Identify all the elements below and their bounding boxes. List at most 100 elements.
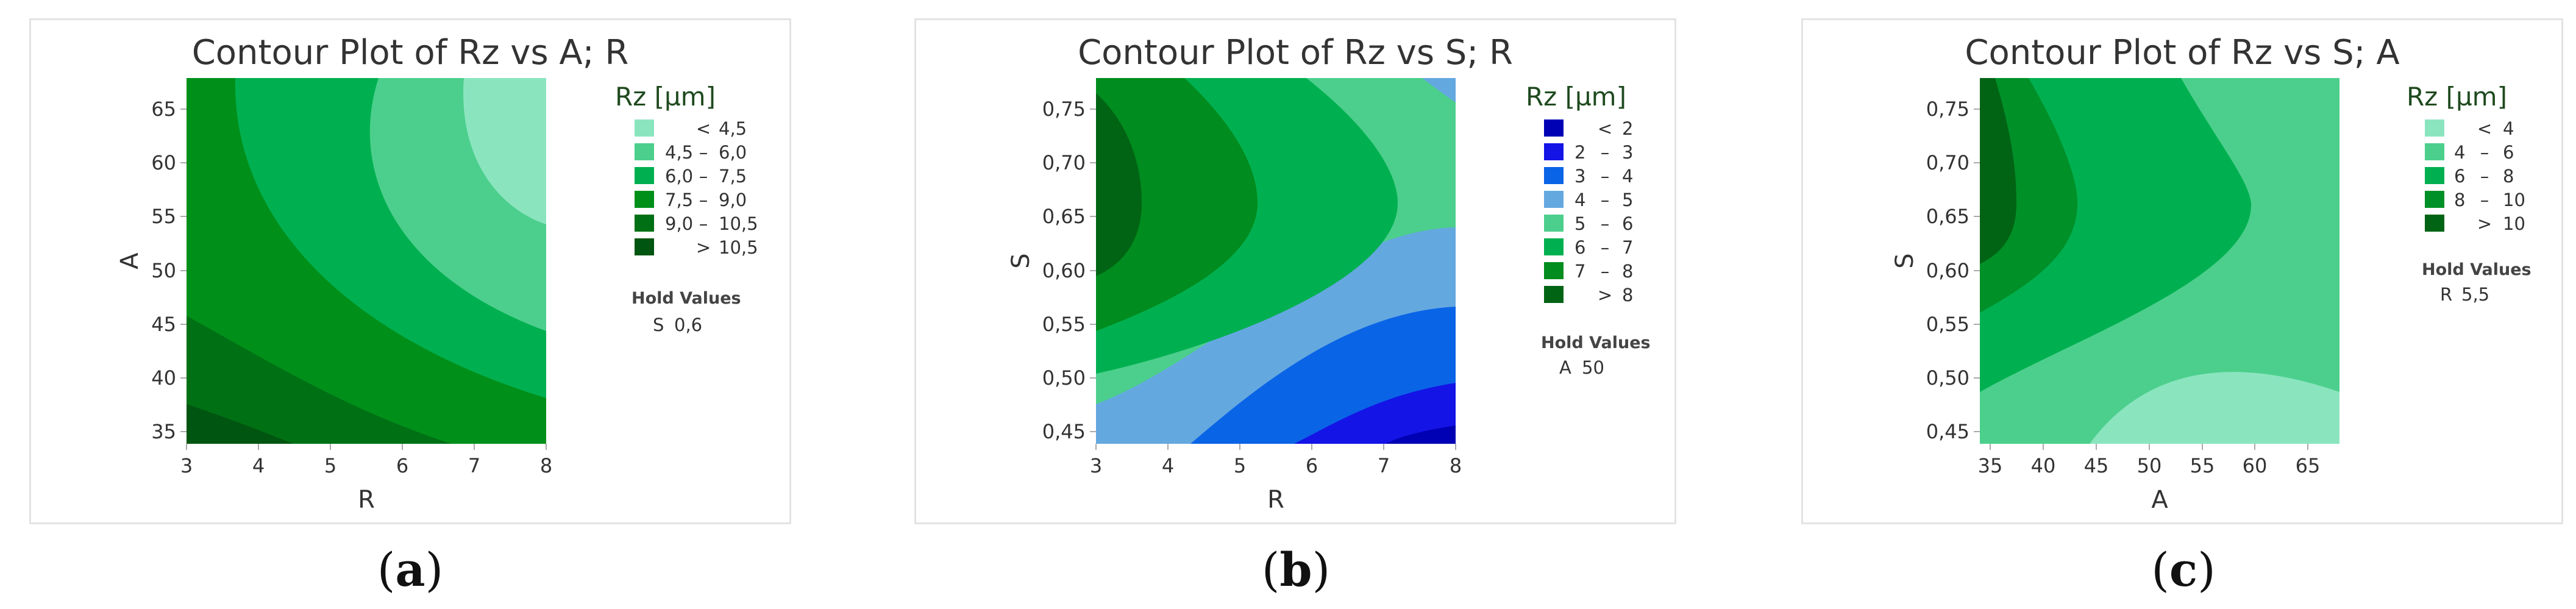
y-tick-label: 0,55 — [1926, 313, 1969, 336]
caption-a: (a) — [377, 543, 444, 597]
x-tick-label: 6 — [396, 454, 408, 477]
contour-region-9-0-10-5 — [187, 316, 452, 444]
hold-variable: A — [1559, 357, 1571, 378]
contour-region-gt-10 — [1980, 78, 2016, 264]
legend: Rz [µm] < 2 2 – 3 3 – 4 4 – 5 5 – 6 6 – … — [1526, 82, 1633, 305]
y-tick-label: 0,55 — [1042, 313, 1086, 336]
legend-title: Rz [µm] — [1526, 82, 1626, 112]
x-tick-label: 45 — [2084, 454, 2109, 477]
caption-letter: b — [1279, 543, 1312, 597]
chart-title: Contour Plot of Rz vs S; R — [1078, 33, 1513, 73]
legend-swatch — [635, 191, 654, 208]
x-tick-label: 50 — [2137, 454, 2162, 477]
legend-hi: 7 — [1622, 237, 1633, 258]
legend-lo: 7 — [1574, 261, 1585, 282]
x-axis-label: R — [1267, 486, 1284, 514]
y-tick-label: 0,60 — [1926, 259, 1969, 282]
legend-op: < — [1598, 118, 1612, 139]
legend-lo: 6 — [2454, 166, 2465, 187]
y-tick-label: 0,70 — [1926, 151, 1969, 174]
legend-swatch — [2425, 215, 2444, 232]
caption-letter: a — [395, 543, 425, 597]
legend-swatch — [1544, 143, 1564, 160]
plot-area — [1980, 78, 2339, 444]
contour-region-7-8 — [1096, 78, 1258, 331]
y-axis: 35 40 45 50 55 60 65 A — [116, 98, 187, 443]
legend-hi: 10,5 — [719, 213, 758, 234]
legend: Rz [µm] < 4 4 – 6 6 – 8 8 – 10 > 10 — [2407, 82, 2525, 234]
legend-op: – — [699, 142, 708, 163]
legend-swatch — [2425, 167, 2444, 184]
legend-swatch — [1544, 215, 1564, 232]
x-tick-label: 5 — [324, 454, 336, 477]
y-tick-label: 45 — [151, 313, 176, 336]
legend-op: – — [2480, 166, 2489, 187]
legend-swatch — [1544, 119, 1564, 137]
legend-op: – — [1601, 261, 1610, 282]
legend-op: < — [696, 118, 711, 139]
y-tick-label: 0,60 — [1042, 259, 1086, 282]
hold-variable: R — [2440, 284, 2452, 305]
chart-title: Contour Plot of Rz vs S; A — [1965, 33, 2399, 73]
hold-value: 0,6 — [674, 315, 702, 335]
y-axis-label: S — [1007, 253, 1035, 268]
legend-lo: 4 — [2454, 142, 2465, 163]
y-tick-label: 0,65 — [1042, 205, 1086, 228]
x-tick-label: 3 — [1090, 454, 1102, 477]
x-tick-label: 4 — [252, 454, 265, 477]
legend-op: – — [1601, 166, 1610, 187]
hold-variable: S — [653, 315, 664, 335]
x-axis-label: A — [2151, 486, 2168, 514]
legend: Rz [µm] < 4,5 4,5 – 6,0 6,0 – 7,5 7,5 – … — [615, 82, 758, 258]
y-tick-label: 0,50 — [1926, 366, 1969, 390]
legend-op: – — [1601, 142, 1610, 163]
legend-lo: 6,0 — [665, 166, 693, 187]
hold-values: Hold Values A 50 — [1541, 333, 1651, 378]
y-tick-label: 0,50 — [1042, 366, 1086, 390]
legend-lo: 2 — [1574, 142, 1585, 163]
hold-values-title: Hold Values — [1541, 333, 1651, 352]
legend-lo: 9,0 — [665, 213, 693, 234]
legend-swatch — [1544, 262, 1564, 279]
legend-swatch — [635, 119, 654, 137]
y-tick-label: 0,65 — [1926, 205, 1969, 228]
plot-area — [1096, 78, 1456, 444]
hold-values: Hold Values R 5,5 — [2422, 260, 2532, 305]
legend-hi: 5 — [1622, 190, 1633, 210]
legend-hi: 8 — [2503, 166, 2514, 187]
x-tick-label: 40 — [2031, 454, 2056, 477]
y-tick-label: 0,45 — [1042, 420, 1086, 443]
panel-c: Contour Plot of Rz vs S; A 35 40 45 50 5… — [1801, 18, 2563, 524]
legend-op: > — [1598, 285, 1612, 305]
legend-hi: 6 — [2503, 142, 2514, 163]
legend-hi: 10 — [2503, 213, 2525, 234]
panel-a: Contour Plot of Rz vs A; R 3 4 5 6 7 8 R… — [29, 18, 791, 524]
contour-region-gt-8 — [1096, 93, 1142, 276]
y-tick-label: 0,75 — [1926, 98, 1969, 121]
x-axis: 3 4 5 6 7 8 R — [180, 444, 552, 514]
x-tick-label: 4 — [1162, 454, 1174, 477]
x-tick-label: 60 — [2243, 454, 2268, 477]
legend-hi: 6,0 — [719, 142, 747, 163]
legend-lo: 4 — [1574, 190, 1585, 210]
legend-op: < — [2477, 118, 2492, 139]
legend-lo: 6 — [1574, 237, 1585, 258]
x-tick-label: 65 — [2296, 454, 2321, 477]
panel-b: Contour Plot of Rz vs S; R 3 4 5 6 7 8 R… — [914, 18, 1676, 524]
y-axis: 0,45 0,50 0,55 0,60 0,65 0,70 0,75 S — [1007, 98, 1096, 443]
hold-value: 5,5 — [2461, 284, 2489, 305]
y-axis-label: A — [116, 252, 144, 269]
legend-hi: 2 — [1622, 118, 1633, 139]
legend-hi: 8 — [1622, 285, 1633, 305]
x-tick-label: 8 — [1450, 454, 1462, 477]
hold-values-title: Hold Values — [632, 289, 741, 308]
y-tick-label: 0,75 — [1042, 98, 1086, 121]
legend-lo: 5 — [1574, 213, 1585, 234]
legend-swatch — [635, 143, 654, 160]
legend-op: – — [699, 166, 708, 187]
y-tick-label: 40 — [151, 366, 176, 390]
x-tick-label: 7 — [468, 454, 480, 477]
legend-swatch — [2425, 143, 2444, 160]
y-axis-label: S — [1891, 253, 1919, 268]
legend-hi: 3 — [1622, 142, 1633, 163]
